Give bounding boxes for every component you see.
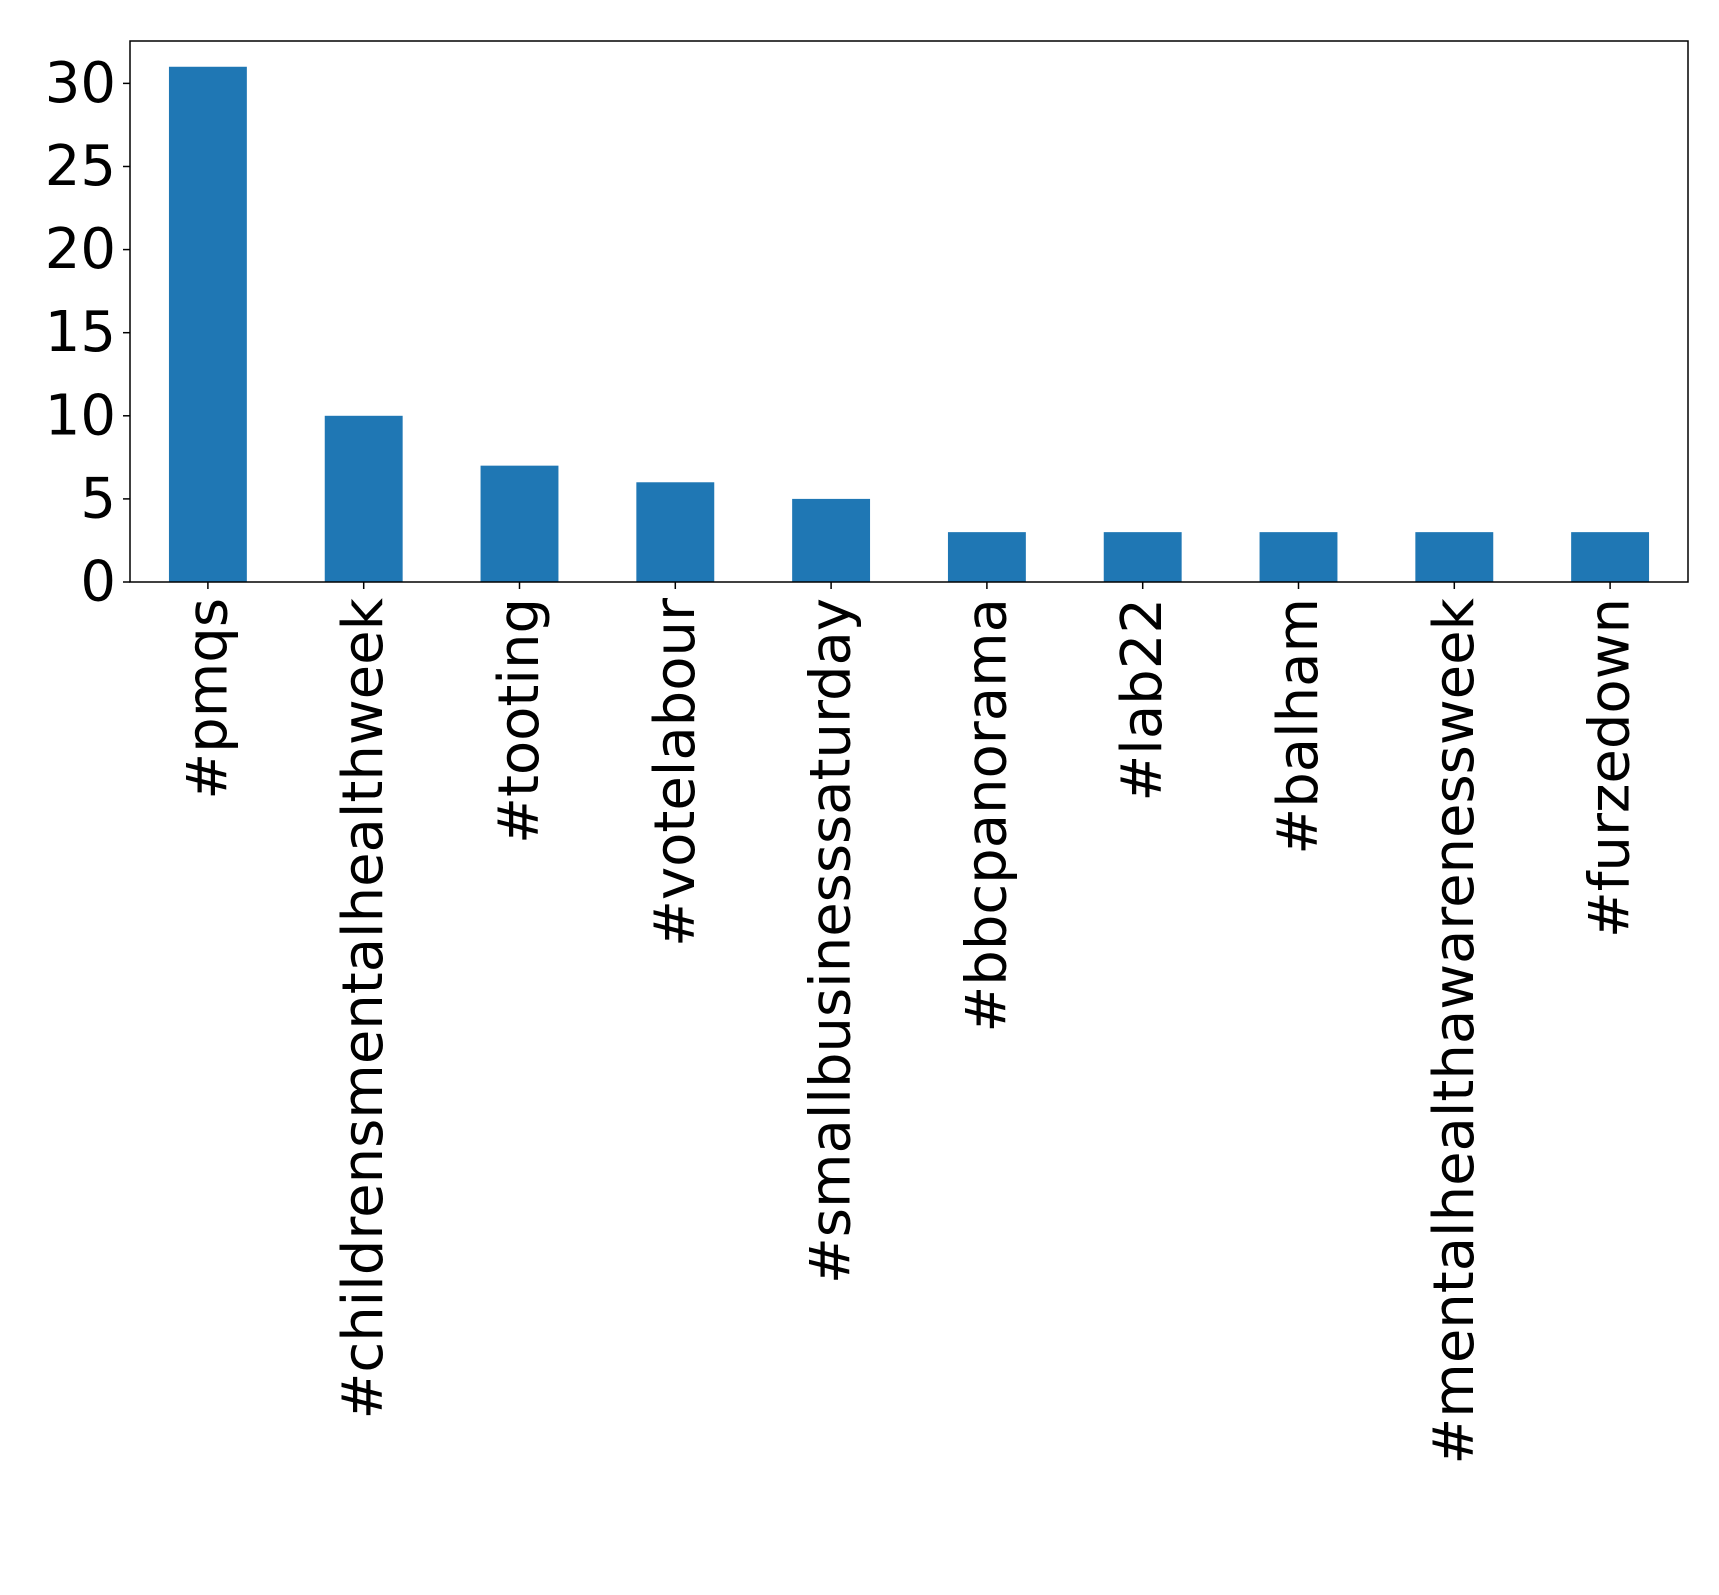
x-tick-label: #childrensmentalhealthweek xyxy=(331,597,396,1419)
x-tick-label: #pmqs xyxy=(175,598,240,800)
bar-votelabour xyxy=(636,482,715,582)
bar-furzedown xyxy=(1571,532,1650,582)
bar-balham xyxy=(1259,532,1338,582)
bar-mentalhealthawarenessweek xyxy=(1415,532,1494,582)
y-tick-label: 0 xyxy=(80,550,116,615)
bars-group xyxy=(168,66,1650,582)
x-tick-label: #mentalhealthawarenessweek xyxy=(1422,597,1487,1464)
y-tick-label: 25 xyxy=(45,134,116,199)
y-tick-label: 20 xyxy=(45,217,116,282)
y-axis-ticks: 0 5 10 15 20 25 30 xyxy=(45,51,130,615)
x-tick-label: #bbcpanorama xyxy=(954,598,1019,1033)
x-tick-label: #balham xyxy=(1266,598,1331,855)
y-tick-label: 30 xyxy=(45,51,116,116)
x-tick-label: #furzedown xyxy=(1578,598,1643,938)
x-tick-label: #votelabour xyxy=(643,597,708,947)
bar-tooting xyxy=(480,465,559,582)
y-tick-label: 15 xyxy=(45,300,116,365)
bar-pmqs xyxy=(168,66,247,582)
x-tick-label: #tooting xyxy=(487,598,552,844)
bar-lab22 xyxy=(1103,532,1182,582)
x-tick-label: #smallbusinesssaturday xyxy=(799,598,864,1284)
y-tick-label: 5 xyxy=(80,466,116,531)
plot-area-frame xyxy=(129,40,1689,583)
bar-bbcpanorama xyxy=(947,532,1026,582)
x-tick-label: #lab22 xyxy=(1110,598,1175,802)
bar-childrensmentalhealthweek xyxy=(324,415,403,582)
y-tick-label: 10 xyxy=(45,383,116,448)
x-axis-ticks: #pmqs #childrensmentalhealthweek #tooting #… xyxy=(175,582,1643,1465)
bar-smallbusinesssaturday xyxy=(792,498,871,582)
